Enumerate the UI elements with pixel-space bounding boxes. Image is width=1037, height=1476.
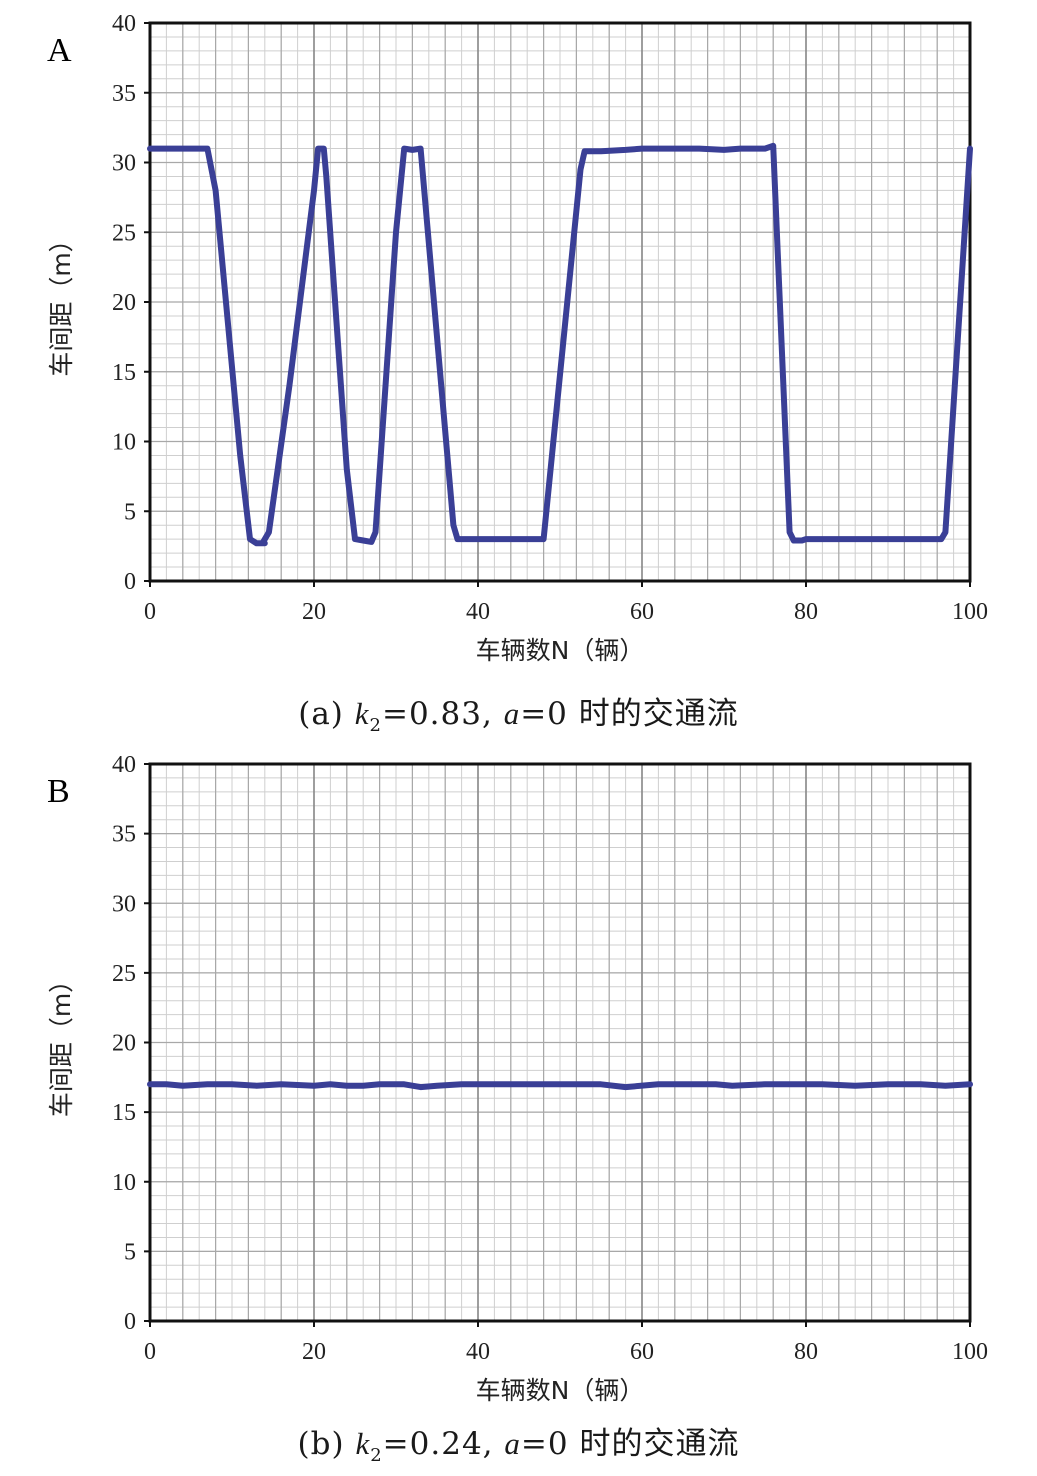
y-tick-label: 0 (124, 1309, 136, 1335)
chart-b: B 0 5 10 15 20 25 30 35 40 0 20 40 60 80 100 车辆数N（辆） 车间距（… (47, 752, 988, 1405)
y-tick-label: 40 (112, 752, 136, 778)
figure-b: B 0 5 10 15 20 25 30 35 40 0 20 40 60 80 100 车辆数N（辆） 车间距（… (0, 740, 1037, 1476)
series-line (147, 142, 973, 547)
caption-k-value: =0.24, (382, 1426, 494, 1462)
y-tick-label: 40 (112, 11, 136, 37)
caption-a-value: =0 (520, 696, 568, 732)
caption-k-value: =0.83, (381, 696, 493, 732)
caption-b: (b) k2=0.24, a=0 时的交通流 (0, 1418, 1037, 1466)
y-tick-label: 15 (112, 360, 136, 386)
y-tick-label: 5 (124, 499, 136, 525)
y-axis-title: 车间距（m） (47, 227, 76, 376)
y-tick-label: 15 (112, 1100, 136, 1126)
x-tick-label: 60 (630, 1339, 654, 1365)
y-tick-label: 30 (112, 151, 136, 177)
x-tick-label: 40 (466, 1339, 490, 1365)
caption-prefix: (a) (298, 696, 344, 732)
x-tick-label: 0 (144, 599, 156, 625)
y-tick-label: 35 (112, 81, 136, 107)
caption-suffix: 时的交通流 (578, 696, 739, 732)
x-tick-label: 80 (794, 599, 818, 625)
caption-a: (a) k2=0.83, a=0 时的交通流 (0, 688, 1037, 736)
y-tick-label: 30 (112, 891, 136, 917)
panel-label: A (47, 32, 72, 69)
x-tick-label: 40 (466, 599, 490, 625)
series-line (147, 1081, 973, 1091)
x-tick-label: 20 (302, 599, 326, 625)
y-tick-label: 5 (124, 1239, 136, 1265)
caption-k-symbol: k (354, 696, 370, 731)
caption-prefix: (b) (297, 1426, 345, 1462)
caption-k-subscript: 2 (370, 1445, 383, 1467)
y-tick-label: 0 (124, 569, 136, 595)
caption-a-value: =0 (520, 1426, 569, 1462)
x-axis-title: 车辆数N（辆） (476, 1376, 645, 1405)
x-tick-label: 100 (952, 599, 988, 625)
y-tick-label: 25 (112, 961, 136, 987)
x-tick-label: 60 (630, 599, 654, 625)
y-axis-title: 车间距（m） (47, 968, 76, 1117)
y-tick-label: 25 (112, 220, 136, 246)
x-tick-label: 80 (794, 1339, 818, 1365)
caption-a-symbol: a (504, 1426, 521, 1461)
caption-k-symbol: k (355, 1426, 371, 1461)
x-tick-label: 100 (952, 1339, 988, 1365)
major-grid (149, 763, 971, 1322)
chart-a: A 0 5 10 15 20 25 30 35 40 0 20 40 60 80 100 车辆数N（辆） 车间距（… (47, 11, 988, 665)
y-tick-label: 35 (112, 822, 136, 848)
caption-a-symbol: a (503, 696, 521, 731)
caption-k-subscript: 2 (369, 715, 382, 737)
x-tick-label: 0 (144, 1339, 156, 1365)
panel-label: B (47, 773, 70, 810)
x-axis-title: 车辆数N（辆） (476, 636, 645, 665)
y-tick-label: 20 (112, 1031, 136, 1057)
figure-a: A 0 5 10 15 20 25 30 35 40 0 20 40 60 80 100 车辆数N（辆） 车间距（… (0, 11, 1037, 736)
caption-suffix: 时的交通流 (579, 1426, 740, 1462)
x-tick-label: 20 (302, 1339, 326, 1365)
y-tick-label: 10 (112, 430, 136, 456)
y-tick-label: 10 (112, 1170, 136, 1196)
y-tick-label: 20 (112, 290, 136, 316)
